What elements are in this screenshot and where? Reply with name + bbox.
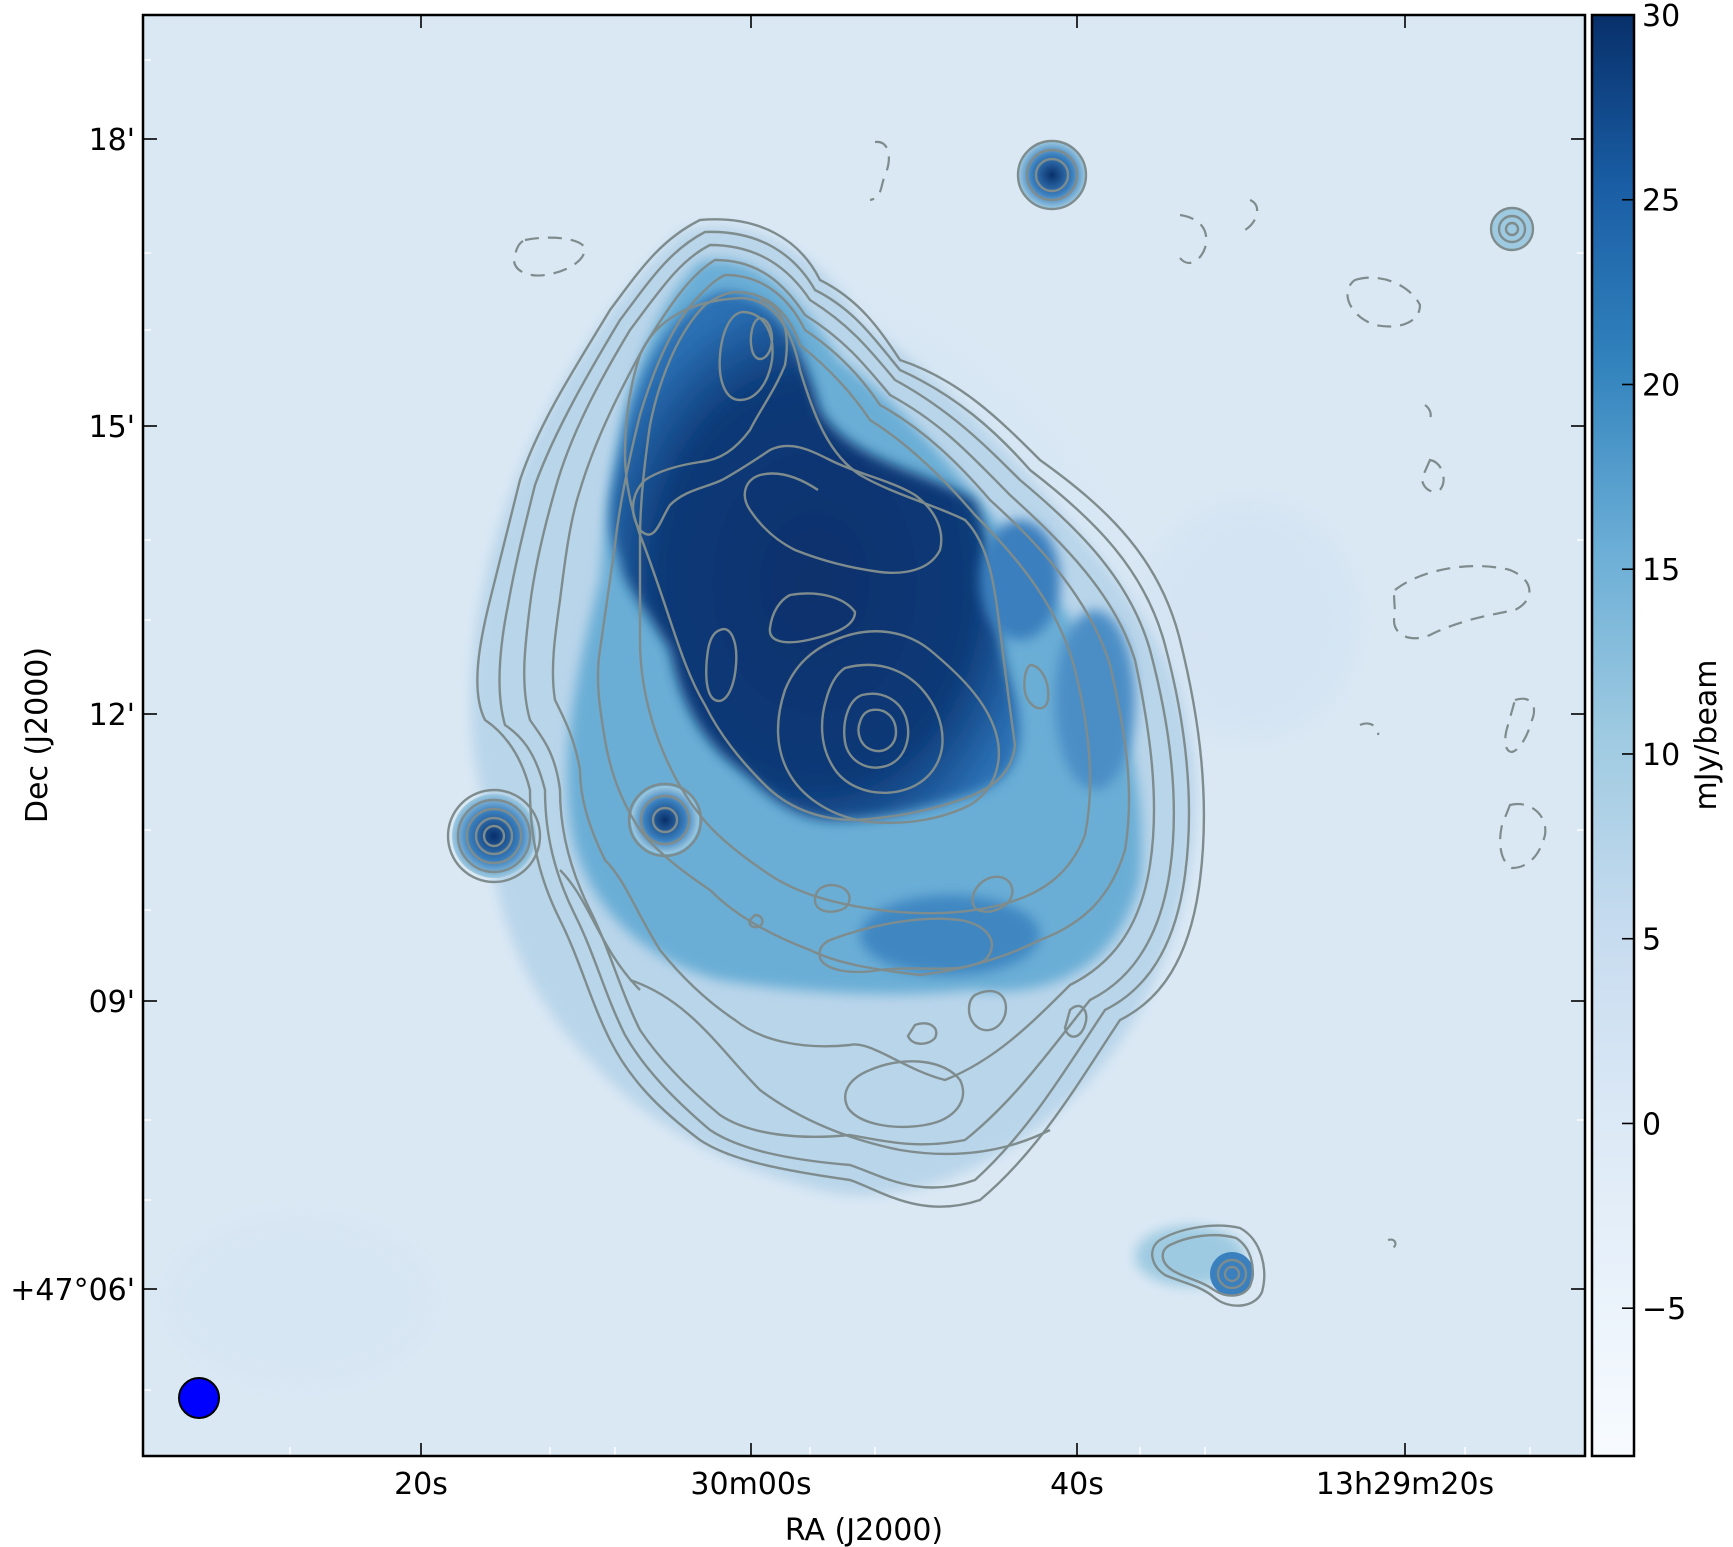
colorbar-tick-label: 20 [1642,368,1680,403]
y-tick-label: 18' [89,123,135,158]
colorbar-tick-label: 0 [1642,1107,1661,1142]
colorbar-label: mJy/beam [1689,659,1724,810]
colorbar-gradient [1590,13,1636,1458]
colorbar: 30 25 20 15 10 5 0 −5 mJy/beam [1590,0,1724,1458]
x-tick-label: 20s [394,1467,448,1502]
colorbar-tick-label: 5 [1642,923,1661,958]
colorbar-tick-label: 30 [1642,0,1680,34]
x-tick-label: 30m00s [690,1467,811,1502]
y-axis-title: Dec (J2000) [20,647,55,823]
colorbar-tick-label: 25 [1642,184,1680,219]
minor-ticks [143,59,1585,1456]
x-tick-label: 40s [1050,1467,1104,1502]
y-tick-label: 15' [89,410,135,445]
y-tick-label: 09' [89,985,135,1020]
y-tick-label: +47°06' [10,1273,135,1308]
x-tick-label: 13h29m20s [1316,1467,1494,1502]
colorbar-tick-label: 10 [1642,738,1680,773]
plot-frame [141,13,1587,1458]
x-axis-title: RA (J2000) [785,1513,943,1547]
beam-ellipse [178,1377,220,1419]
colorbar-tick-label: −5 [1642,1292,1686,1327]
contour-lines [446,139,1547,1307]
x-axis-ticks: 20s 30m00s 40s 13h29m20s [394,15,1494,1502]
y-axis-ticks: +47°06' 09' 12' 15' 18' [10,123,1585,1308]
heatmap-image [143,15,1585,1456]
y-tick-label: 12' [89,698,135,733]
colorbar-ticks: 30 25 20 15 10 5 0 −5 [1622,0,1686,1327]
colorbar-tick-label: 15 [1642,553,1680,588]
